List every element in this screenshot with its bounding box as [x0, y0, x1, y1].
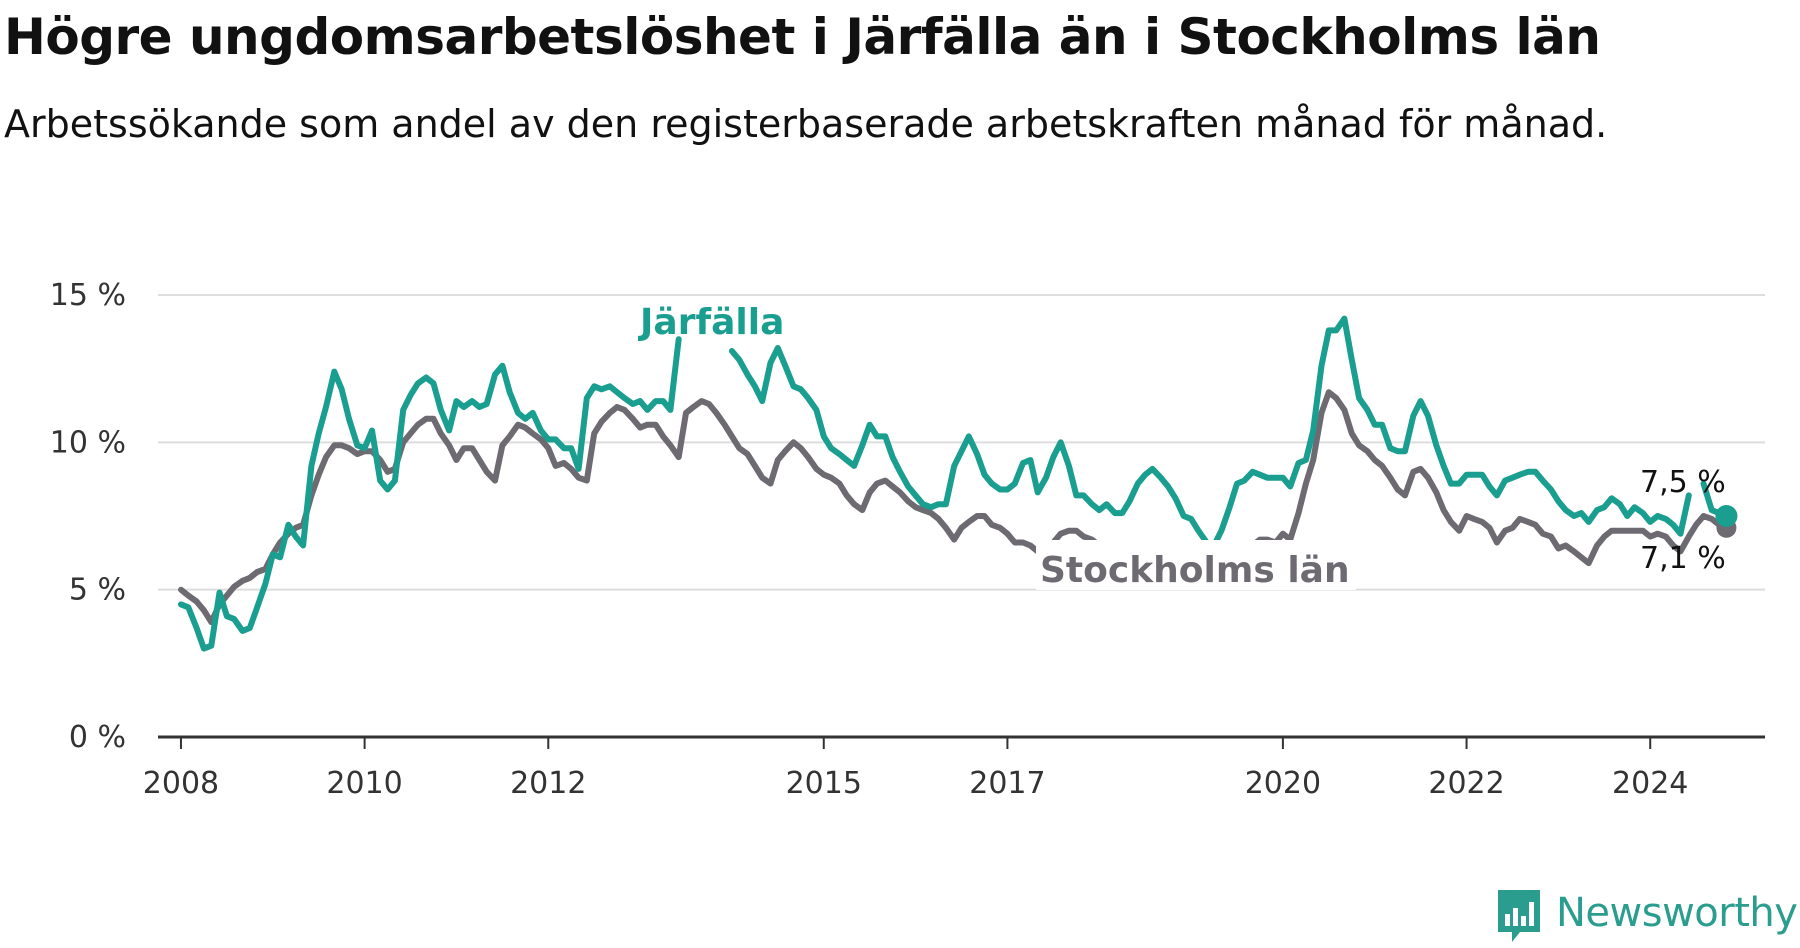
- x-tick-label-3: 2015: [786, 766, 862, 801]
- series-labels: Järfälla Stockholms län 7,5 % 7,1 %: [637, 302, 1726, 591]
- x-axis-ticks: 2008 2010 2012 2015 2017 2020 2022 2024: [143, 737, 1688, 801]
- series-line-stockholm: [178, 389, 1730, 626]
- y-tick-label-0: 0 %: [69, 720, 126, 755]
- y-tick-label-2: 10 %: [50, 425, 126, 460]
- line-chart: 0 %5 %10 %15 % 2008 2010 2012 2015 2017 2020 2…: [50, 278, 1765, 801]
- series-lines: [178, 315, 1738, 652]
- x-tick-label-5: 2020: [1245, 766, 1321, 801]
- x-tick-label-6: 2022: [1428, 766, 1504, 801]
- series-label-stockholm: Stockholms län: [1040, 550, 1350, 591]
- brand-name: Newsworthy: [1556, 890, 1798, 936]
- x-tick-label-7: 2024: [1612, 766, 1688, 801]
- newsworthy-logo-icon: [1498, 890, 1540, 942]
- series-label-jarfalla: Järfälla: [637, 302, 784, 343]
- y-axis-ticks: 0 % 5 % 10 % 15 %: [50, 278, 126, 755]
- end-point-jarfalla: [1715, 505, 1738, 527]
- series-line-jarfalla: [178, 315, 1730, 652]
- newsworthy-logo: Newsworthy: [1494, 886, 1798, 946]
- x-tick-label-4: 2017: [969, 766, 1045, 801]
- y-tick-label-3: 15 %: [50, 278, 126, 313]
- x-tick-label-0: 2008: [143, 766, 219, 801]
- chart-title: Högre ungdomsarbetslöshet i Järfälla än …: [4, 8, 1601, 66]
- x-tick-label-2: 2012: [510, 766, 586, 801]
- end-value-label-jarfalla: 7,5 %: [1640, 465, 1726, 500]
- x-tick-label-1: 2010: [326, 766, 402, 801]
- y-tick-label-1: 5 %: [69, 573, 126, 608]
- end-value-label-stockholm: 7,1 %: [1640, 541, 1726, 576]
- series-label-stockholm-background: [1036, 540, 1356, 590]
- chart-subtitle: Arbetssökande som andel av den registerb…: [4, 102, 1608, 146]
- gridlines: [158, 294, 1765, 739]
